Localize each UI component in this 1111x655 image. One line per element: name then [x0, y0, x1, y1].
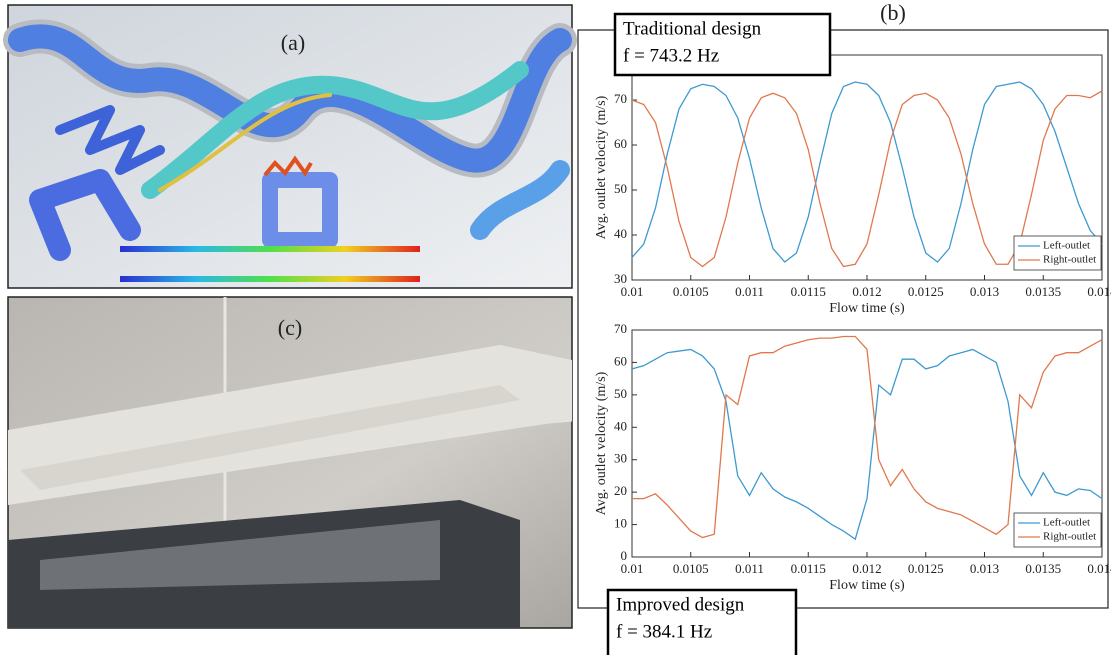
x-tick-label: 0.011 — [735, 561, 764, 576]
x-tick-label: 0.0115 — [791, 284, 826, 299]
series-line — [631, 348, 1103, 541]
annotation-text: f = 384.1 Hz — [616, 621, 712, 642]
cfd-image — [3, 4, 577, 289]
y-tick-label: 10 — [614, 516, 627, 531]
legend-box — [1013, 235, 1102, 271]
x-tick-label: 0.014 — [1087, 284, 1111, 299]
y-tick-label: 20 — [614, 483, 627, 498]
series-line — [631, 90, 1103, 268]
annotation-text: Improved design — [616, 594, 745, 615]
y-tick-label: 70 — [614, 321, 627, 336]
legend-box — [1013, 512, 1102, 548]
x-tick-label: 0.012 — [852, 561, 881, 576]
x-tick-label: 0.013 — [970, 561, 999, 576]
y-tick-label: 50 — [614, 386, 627, 401]
y-tick-label: 60 — [614, 136, 627, 151]
x-tick-label: 0.013 — [970, 284, 999, 299]
series-line — [631, 81, 1103, 263]
series-line — [632, 335, 1103, 539]
y-tick-label: 30 — [614, 451, 627, 466]
photo-image — [7, 296, 573, 629]
x-tick-label: 0.0105 — [673, 284, 709, 299]
y-tick-label: 70 — [614, 91, 627, 106]
x-axis-label: Flow time (s) — [829, 301, 905, 316]
legend-label: Right-outlet — [1043, 531, 1096, 543]
panel-label: (a) — [281, 30, 305, 55]
y-tick-label: 40 — [614, 418, 627, 433]
x-tick-label: 0.0105 — [673, 561, 709, 576]
y-axis-label: Avg. outlet velocity (m/s) — [594, 95, 609, 239]
annotation-box — [613, 12, 832, 77]
legend-label: Left-outlet — [1043, 517, 1090, 529]
x-tick-label: 0.0125 — [908, 284, 944, 299]
x-axis-label: Flow time (s) — [829, 578, 905, 593]
y-tick-label: 0 — [621, 548, 628, 563]
chart-frame — [577, 29, 1109, 609]
x-tick-label: 0.0115 — [791, 561, 826, 576]
x-tick-label: 0.011 — [735, 284, 764, 299]
annotation-box — [606, 588, 798, 655]
x-tick-label: 0.01 — [621, 561, 644, 576]
annotation-text: Traditional design — [623, 18, 762, 39]
legend-label: Left-outlet — [1043, 240, 1090, 252]
annotation-text: f = 743.2 Hz — [623, 45, 719, 66]
legend-label: Right-outlet — [1043, 254, 1096, 266]
y-tick-label: 40 — [614, 226, 627, 241]
x-tick-label: 0.0135 — [1025, 284, 1061, 299]
y-tick-label: 60 — [614, 353, 627, 368]
x-tick-label: 0.012 — [852, 284, 881, 299]
y-tick-label: 50 — [614, 181, 627, 196]
x-tick-label: 0.014 — [1087, 561, 1111, 576]
x-tick-label: 0.01 — [621, 284, 644, 299]
panel-label: (c) — [278, 315, 302, 340]
y-axis-label: Avg. outlet velocity (m/s) — [594, 371, 609, 515]
y-tick-label: 30 — [614, 271, 627, 286]
x-tick-label: 0.0135 — [1025, 561, 1061, 576]
panel-label: (b) — [880, 0, 906, 25]
x-tick-label: 0.0125 — [908, 561, 944, 576]
